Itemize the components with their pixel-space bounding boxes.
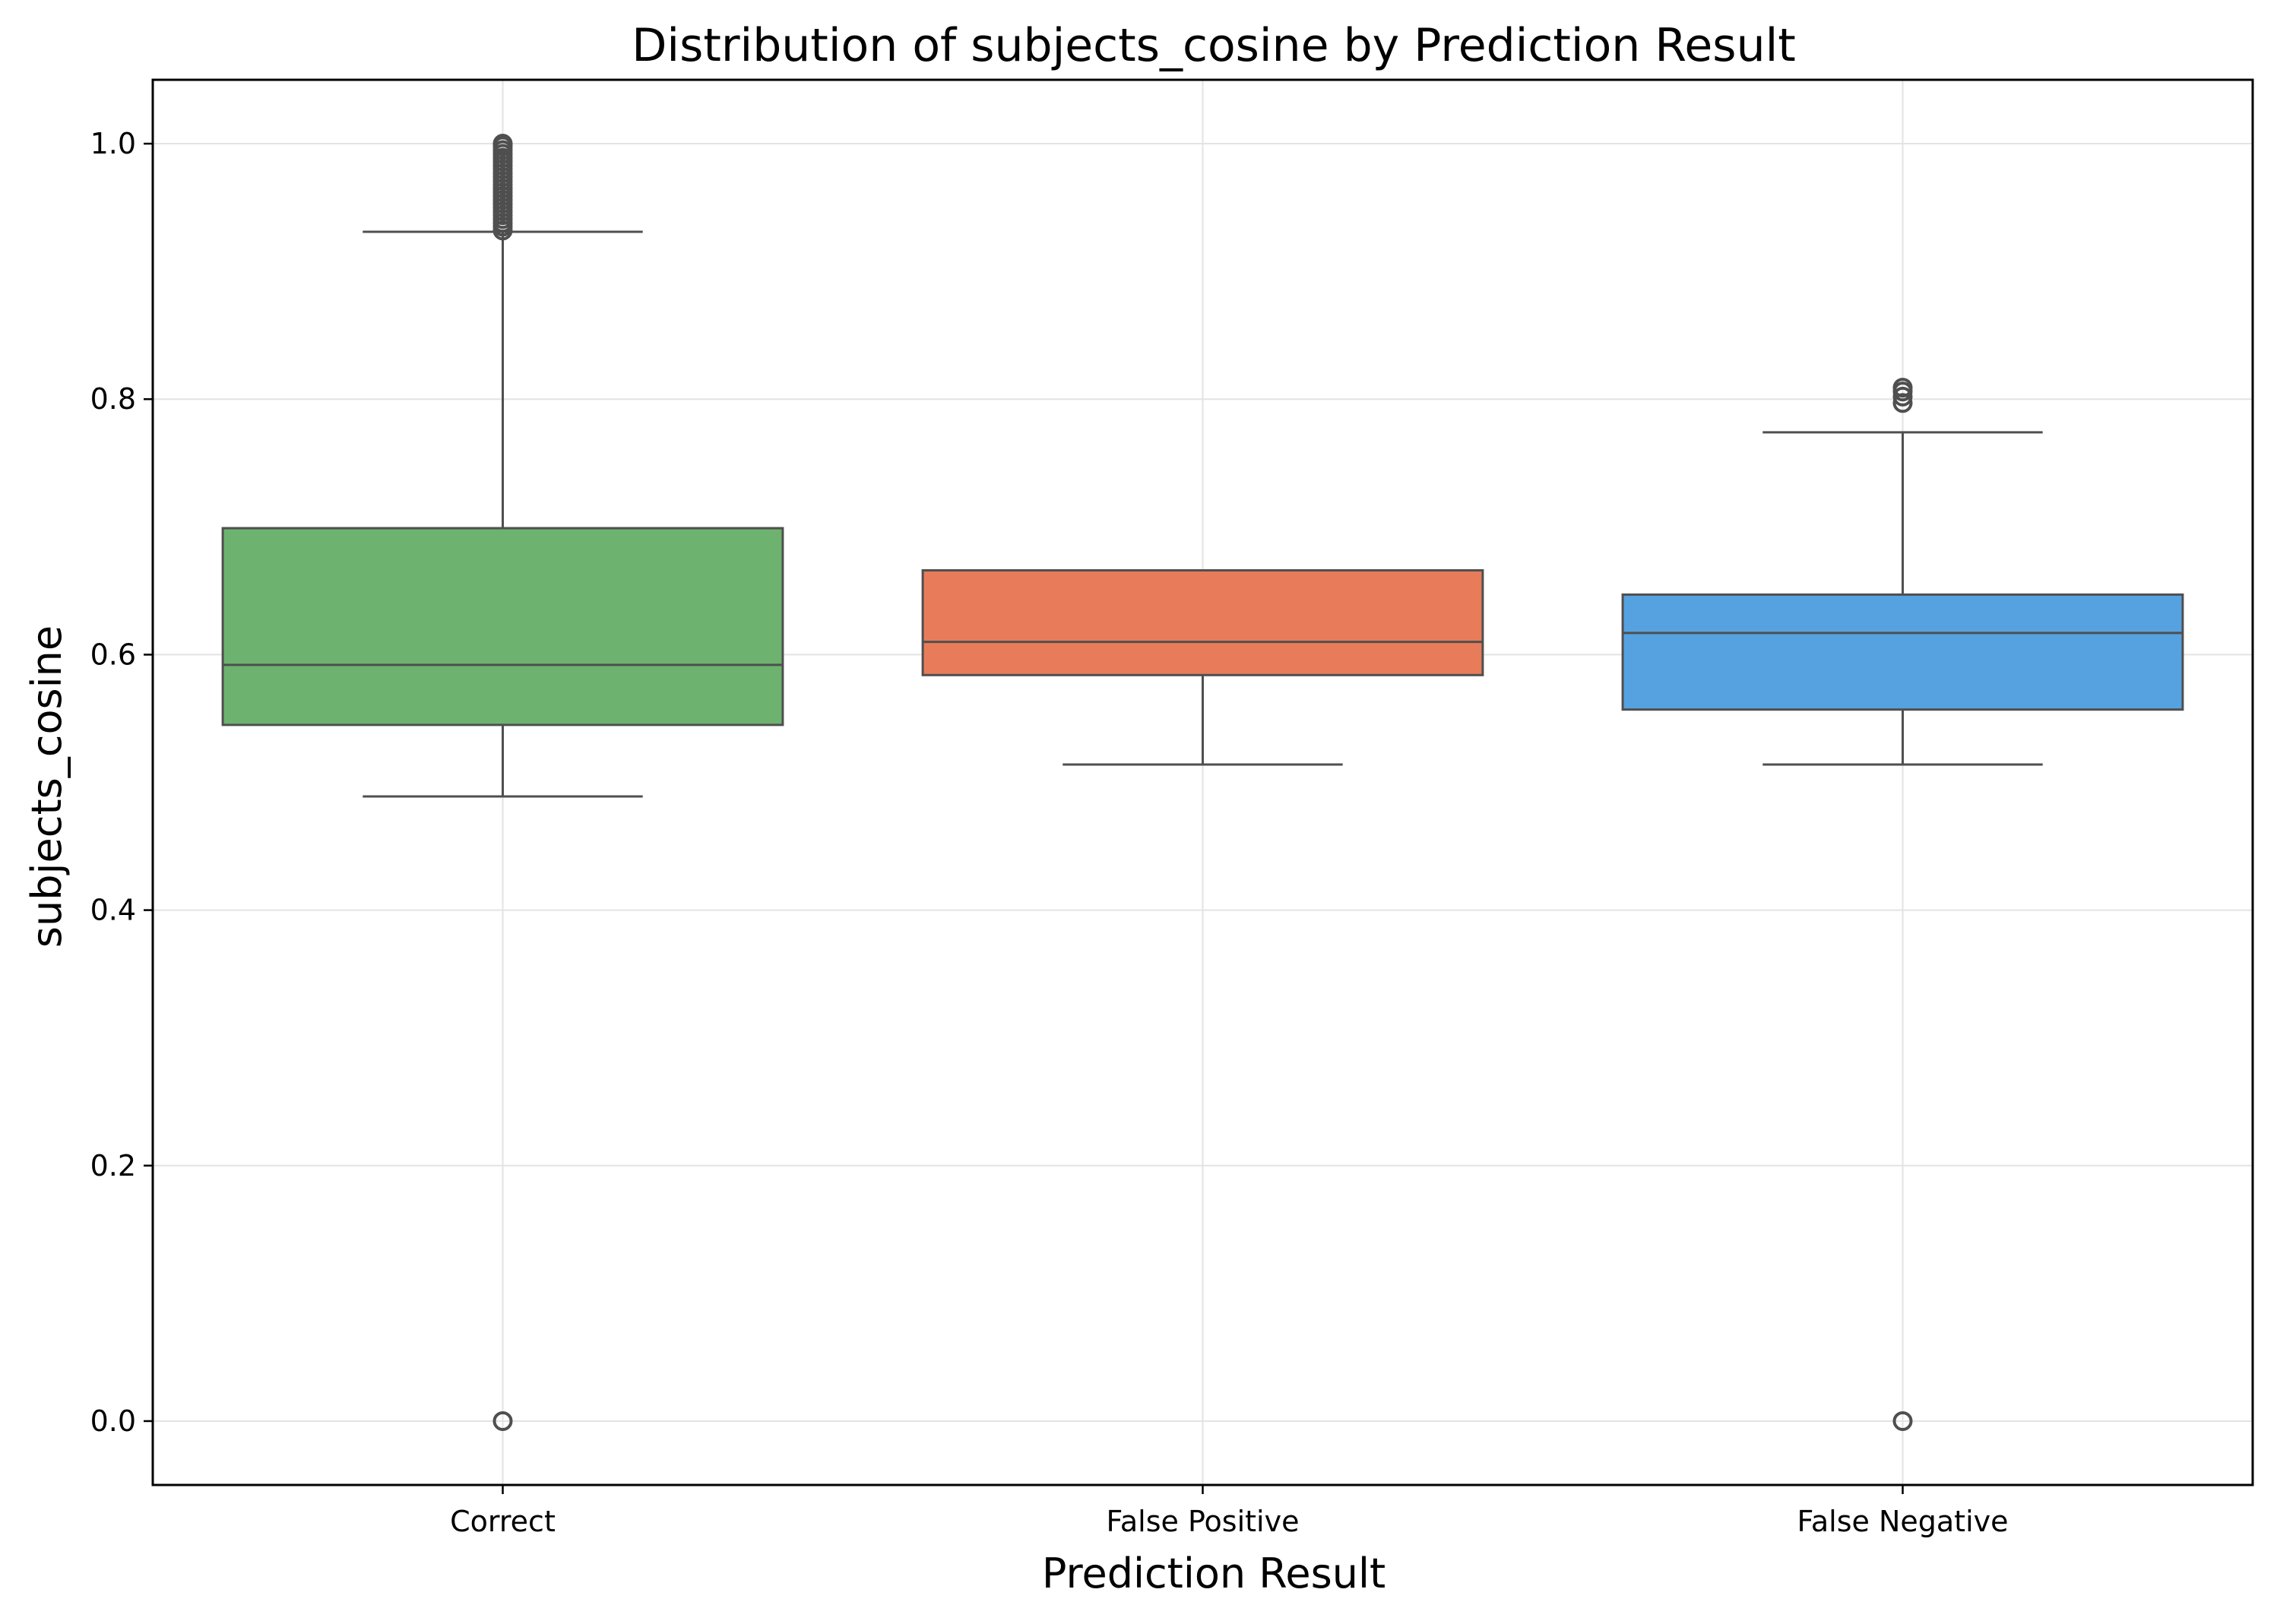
- x-tick-label: Correct: [450, 1505, 556, 1538]
- iqr-box: [221, 527, 784, 727]
- outlier-point: [492, 1410, 513, 1431]
- y-tick-label: 0.2: [90, 1149, 136, 1183]
- box-correct: [221, 134, 784, 1431]
- y-axis-label: subjects_cosine: [23, 625, 71, 948]
- grid-lines: [153, 80, 2253, 1485]
- chart-title: Distribution of subjects_cosine by Predi…: [632, 19, 1796, 72]
- outlier-point: [492, 134, 513, 154]
- outlier-point: [1892, 378, 1913, 398]
- outlier-point: [1892, 1410, 1913, 1431]
- y-tick-label: 1.0: [90, 127, 136, 160]
- iqr-box: [1621, 593, 2184, 711]
- box-false-positive: [921, 568, 1484, 766]
- x-tick-label: False Negative: [1797, 1505, 2008, 1538]
- x-tick-label: False Positive: [1107, 1505, 1300, 1538]
- y-tick-label: 0.8: [90, 382, 136, 416]
- iqr-box: [921, 568, 1484, 676]
- y-tick-label: 0.6: [90, 638, 136, 671]
- boxes-group: [221, 134, 2184, 1431]
- y-tick-label: 0.0: [90, 1404, 136, 1438]
- axis-ticks: 0.0 0.2 0.4 0.6 0.8 1.0 Correct False Positive F…: [90, 127, 2009, 1538]
- x-axis-label: Prediction Result: [1042, 1550, 1386, 1597]
- box-false-negative: [1621, 378, 2184, 1431]
- y-tick-label: 0.4: [90, 894, 136, 927]
